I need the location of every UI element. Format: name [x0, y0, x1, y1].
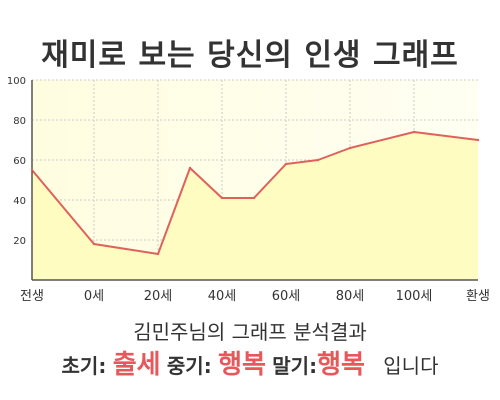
life-graph-chart: 20 40 60 80 100 전생 0세 20세 40세 60세 80세 100세 환생	[7, 76, 490, 304]
mid-label: 중기:	[166, 354, 212, 378]
data-point	[188, 166, 192, 170]
area-fill	[32, 132, 478, 280]
x-tick-label: 전생	[20, 289, 44, 304]
y-tick-label: 40	[13, 196, 26, 207]
page-title: 재미로 보는 당신의 인생 그래프	[41, 38, 459, 73]
early-value: 출세	[112, 350, 161, 380]
x-tick-label: 100세	[396, 289, 433, 304]
y-tick-label: 20	[13, 236, 26, 247]
data-point	[476, 138, 480, 142]
y-tick-label: 80	[13, 116, 26, 127]
data-point	[316, 158, 320, 162]
y-tick-label: 60	[13, 156, 26, 167]
data-points	[30, 130, 480, 256]
result-ending: 입니다	[383, 354, 439, 378]
x-tick-labels: 전생 0세 20세 40세 60세 80세 100세 환생	[20, 289, 490, 304]
x-tick-label: 60세	[272, 289, 301, 304]
late-value: 행복	[317, 350, 365, 380]
x-tick-label: 환생	[466, 289, 490, 304]
y-tick-labels: 20 40 60 80 100	[7, 76, 26, 247]
data-point	[348, 146, 352, 150]
data-point	[252, 196, 256, 200]
data-point	[284, 162, 288, 166]
x-tick-label: 0세	[84, 289, 104, 304]
late-label: 말기:	[272, 354, 318, 378]
early-label: 초기:	[61, 354, 107, 378]
mid-value: 행복	[218, 350, 266, 380]
x-tick-label: 80세	[336, 289, 365, 304]
data-point	[156, 252, 160, 256]
analysis-subtitle: 김민주님의 그래프 분석결과	[133, 320, 367, 344]
data-point	[220, 196, 224, 200]
data-point	[92, 242, 96, 246]
data-point	[412, 130, 416, 134]
y-tick-label: 100	[7, 76, 26, 87]
x-tick-label: 40세	[208, 289, 237, 304]
data-point	[30, 168, 34, 172]
axes	[31, 80, 478, 281]
x-tick-label: 20세	[144, 289, 173, 304]
analysis-result: 초기: 출세 중기: 행복 말기:행복 입니다	[0, 344, 500, 381]
